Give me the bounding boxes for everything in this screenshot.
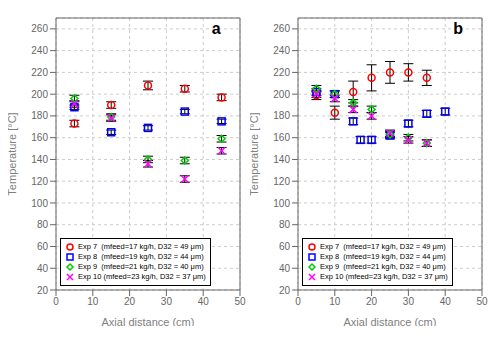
svg-text:120: 120 [31,176,48,187]
svg-text:100: 100 [273,198,290,209]
html-text:Exp 8 (mfeed=19 kg/h, D32 = 44: Exp 8 (mfeed=19 kg/h, D32 = 44 μm) [320,252,446,261]
svg-text:140: 140 [31,154,48,165]
svg-text:10: 10 [87,296,99,307]
svg-text:20: 20 [279,285,291,296]
svg-text:60: 60 [279,241,291,252]
svg-text:200: 200 [273,89,290,100]
svg-text:50: 50 [476,296,488,307]
html-text:Exp 7 (mfeed=17 kg/h, D32 = 49: Exp 7 (mfeed=17 kg/h, D32 = 49 μm) [78,242,204,251]
svg-text:20: 20 [366,296,378,307]
svg-text:80: 80 [37,219,49,230]
svg-text:Temperature [°C]: Temperature [°C] [8,112,18,195]
svg-text:Temperature [°C]: Temperature [°C] [250,112,260,195]
svg-text:120: 120 [273,176,290,187]
svg-text:0: 0 [53,296,59,307]
svg-text:40: 40 [198,296,210,307]
svg-text:20: 20 [124,296,136,307]
svg-text:10: 10 [329,296,341,307]
svg-text:180: 180 [31,110,48,121]
svg-text:100: 100 [31,198,48,209]
svg-text:140: 140 [273,154,290,165]
html-text:a: a [211,20,221,37]
html-text:b: b [453,20,463,37]
svg-text:60: 60 [37,241,49,252]
svg-text:50: 50 [234,296,246,307]
svg-text:Axial distance (cm): Axial distance (cm) [344,316,437,326]
svg-text:0: 0 [295,296,301,307]
svg-text:160: 160 [31,132,48,143]
svg-text:240: 240 [273,45,290,56]
svg-text:20: 20 [37,285,49,296]
svg-text:160: 160 [273,132,290,143]
svg-text:30: 30 [403,296,415,307]
html-text:Exp 10 (mfeed=23 kg/h, D32 = 3: Exp 10 (mfeed=23 kg/h, D32 = 37 μm) [78,272,206,281]
svg-text:40: 40 [37,263,49,274]
html-text:Exp 10 (mfeed=23 kg/h, D32 = 3: Exp 10 (mfeed=23 kg/h, D32 = 37 μm) [320,272,448,281]
html-text:Exp 9 (mfeed=21 kg/h, D32 = 40: Exp 9 (mfeed=21 kg/h, D32 = 40 μm) [320,262,446,271]
svg-text:220: 220 [31,67,48,78]
html-text:Exp 7 (mfeed=17 kg/h, D32 = 49: Exp 7 (mfeed=17 kg/h, D32 = 49 μm) [320,242,446,251]
html-text:Exp 8 (mfeed=19 kg/h, D32 = 44: Exp 8 (mfeed=19 kg/h, D32 = 44 μm) [78,252,204,261]
svg-text:30: 30 [161,296,173,307]
svg-text:240: 240 [31,45,48,56]
svg-text:Axial distance (cm): Axial distance (cm) [102,316,195,326]
svg-text:260: 260 [31,23,48,34]
svg-text:40: 40 [279,263,291,274]
svg-text:40: 40 [440,296,452,307]
svg-text:80: 80 [279,219,291,230]
svg-text:260: 260 [273,23,290,34]
svg-text:200: 200 [31,89,48,100]
svg-text:180: 180 [273,110,290,121]
html-text:Exp 9 (mfeed=21 kg/h, D32 = 40: Exp 9 (mfeed=21 kg/h, D32 = 40 μm) [78,262,204,271]
svg-text:220: 220 [273,67,290,78]
